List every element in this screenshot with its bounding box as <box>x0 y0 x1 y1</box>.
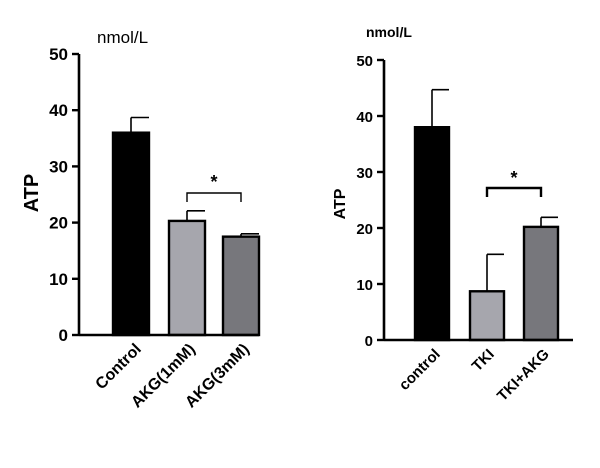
unit-label: nmol/L <box>97 28 148 47</box>
y-tick-label: 30 <box>49 157 68 176</box>
chart-right: nmol/L ATP 0 10 20 30 40 50 control TKITKI+AKG… <box>332 24 573 405</box>
y-axis-label: ATP <box>21 174 43 213</box>
y-tick-label: 40 <box>49 101 68 120</box>
x-tick-label: TKI+AKG <box>494 346 553 405</box>
y-tick-label: 10 <box>49 270 68 289</box>
y-tick-label: 20 <box>356 221 373 238</box>
bar-tki-akg <box>522 225 560 342</box>
significance-star: * <box>210 172 217 192</box>
bar-control <box>111 131 151 337</box>
bar-akg-1mm- <box>167 219 207 337</box>
y-tick-label: 40 <box>356 109 373 126</box>
unit-label: nmol/L <box>366 24 412 40</box>
y-tick-label: 0 <box>59 326 68 345</box>
x-tick-label: control <box>396 346 444 394</box>
bar-tki <box>468 290 506 342</box>
x-tick-label: Control <box>93 341 145 393</box>
significance-bracket <box>485 186 543 197</box>
significance-bracket <box>186 192 242 202</box>
significance-star: * <box>510 168 517 188</box>
y-tick-label: 50 <box>49 45 68 64</box>
y-tick-label: 20 <box>49 214 68 233</box>
y-axis-label: ATP <box>332 188 349 219</box>
x-tick-label: TKI <box>469 346 498 375</box>
bar-akg-3mm- <box>221 235 261 337</box>
y-tick-label: 30 <box>356 165 373 182</box>
bar-control <box>413 125 451 342</box>
y-tick-label: 10 <box>356 277 373 294</box>
y-tick-label: 0 <box>365 333 373 350</box>
y-tick-label: 50 <box>356 53 373 70</box>
